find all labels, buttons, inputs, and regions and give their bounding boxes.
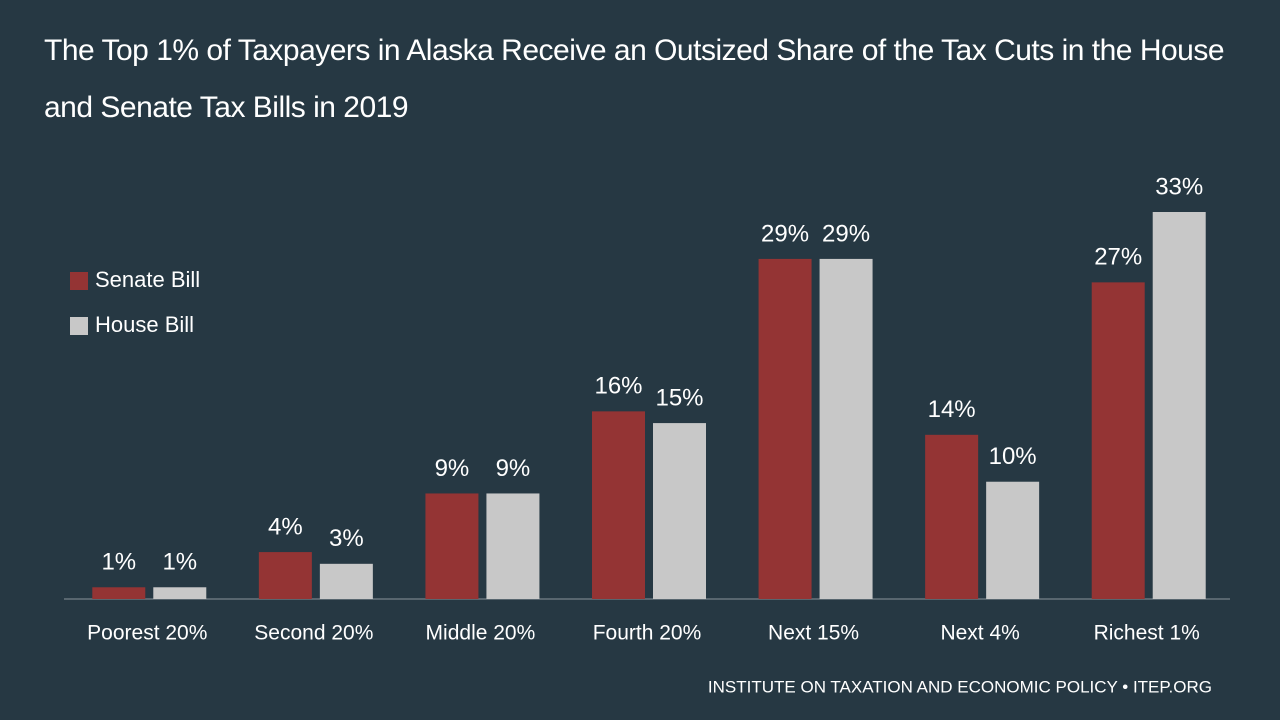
bar (653, 423, 706, 599)
bar (258, 552, 312, 599)
bar (758, 258, 812, 599)
value-label: 10% (989, 443, 1037, 470)
bar (1091, 282, 1145, 599)
bar (425, 493, 479, 599)
bar (592, 411, 645, 599)
x-tick-label: Richest 1% (1094, 622, 1200, 645)
x-tick-label: Poorest 20% (87, 622, 207, 645)
value-label: 27% (1094, 244, 1142, 271)
bar (319, 563, 373, 599)
bar (1152, 212, 1206, 599)
value-label: 9% (496, 455, 531, 482)
x-tick-label: Middle 20% (426, 622, 536, 645)
value-label: 3% (329, 525, 364, 552)
legend-label: Senate Bill (95, 267, 200, 292)
value-label: 16% (594, 373, 642, 400)
bar (925, 434, 979, 599)
x-tick-label: Second 20% (254, 622, 373, 645)
x-tick-label: Next 4% (940, 622, 1019, 645)
value-label: 1% (101, 549, 136, 576)
x-tick-label: Fourth 20% (593, 622, 702, 645)
bar (986, 481, 1040, 599)
bar (819, 258, 873, 599)
chart-title: The Top 1% of Taxpayers in Alaska Receiv… (44, 34, 1225, 124)
value-label: 29% (822, 220, 870, 247)
bar (92, 587, 146, 599)
value-label: 14% (928, 396, 976, 423)
value-label: 15% (655, 384, 703, 411)
value-label: 9% (435, 455, 470, 482)
x-tick-label: Next 15% (768, 622, 859, 645)
legend-swatch (70, 272, 88, 290)
value-label: 33% (1155, 173, 1203, 200)
bar (153, 587, 207, 599)
value-label: 4% (268, 513, 303, 540)
bar (486, 493, 540, 599)
value-label: 1% (162, 549, 197, 576)
legend-swatch (70, 317, 88, 335)
legend-label: House Bill (95, 312, 194, 337)
value-label: 29% (761, 220, 809, 247)
source: INSTITUTE ON TAXATION AND ECONOMIC POLIC… (708, 677, 1212, 696)
